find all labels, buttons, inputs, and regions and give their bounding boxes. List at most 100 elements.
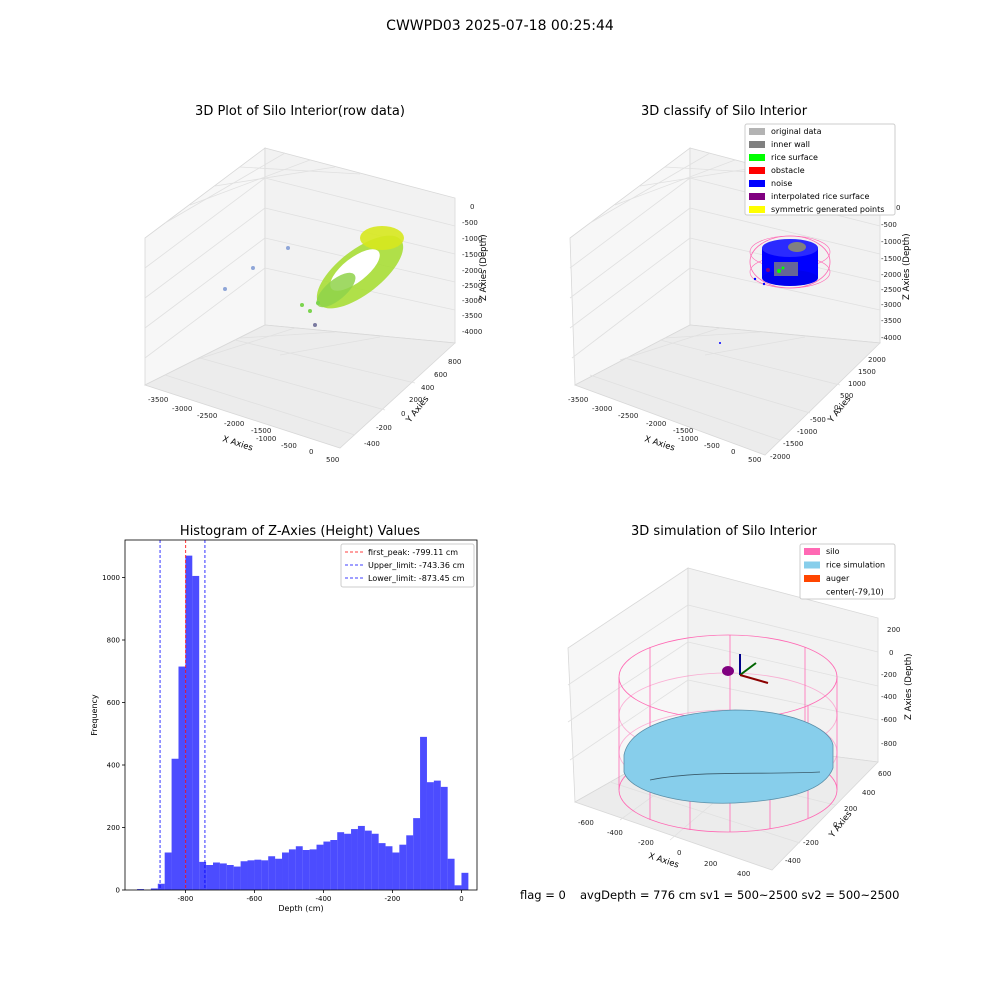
- cls-xtick: 500: [748, 456, 761, 464]
- histogram-ytick-label: 200: [107, 824, 120, 832]
- histogram-ytick-label: 800: [107, 637, 120, 645]
- cls-ytick: 1500: [858, 368, 876, 376]
- histogram-bar: [378, 843, 386, 890]
- raw-xlabel: X Axies: [221, 434, 254, 453]
- classify-legend-label: symmetric generated points: [771, 205, 884, 214]
- histogram-bar: [254, 859, 262, 890]
- raw-xtick: 0: [309, 448, 313, 456]
- histogram-bar: [282, 852, 289, 890]
- sim-ytick: -200: [803, 839, 819, 847]
- histogram-bar: [213, 862, 220, 890]
- simulation-legend: [799, 543, 896, 600]
- cls-ytick: 1000: [848, 380, 866, 388]
- raw-3d-plot: -3500 -3000 -2500 -2000 -1500 -1000 -500…: [143, 147, 489, 464]
- histogram-bar: [233, 866, 241, 890]
- histogram-bar: [240, 861, 248, 890]
- histogram-legend-label: Lower_limit: -873.45 cm: [368, 574, 465, 583]
- histogram-bar: [392, 852, 400, 890]
- raw-ztick: -2000: [462, 267, 482, 275]
- histogram-bar: [420, 736, 427, 890]
- cls-xtick: 0: [731, 448, 735, 456]
- sim-xtick: -600: [578, 819, 594, 827]
- histogram-title: Histogram of Z-Axies (Height) Values: [179, 524, 421, 539]
- histogram-bar: [157, 883, 165, 890]
- sim-xtick: -400: [607, 829, 623, 837]
- classify-legend-swatch: [749, 193, 765, 200]
- histogram-bar: [178, 666, 186, 890]
- sim-xtick: 0: [677, 849, 681, 857]
- histogram-bar: [247, 860, 255, 890]
- histogram-ylabel: Frequency: [90, 694, 99, 736]
- histogram-bar: [295, 846, 303, 890]
- classify-legend-label: obstacle: [771, 166, 805, 175]
- histogram-xtick-label: 0: [459, 895, 463, 903]
- histogram-bar: [440, 786, 448, 890]
- classify-legend-swatch: [749, 167, 765, 174]
- histogram-xtick-label: -200: [385, 895, 401, 903]
- cls-ytick: 2000: [868, 356, 886, 364]
- classify-legend: [744, 123, 896, 216]
- rice-simulation-surface: [623, 709, 834, 804]
- raw-xtick: -500: [281, 442, 297, 450]
- histogram-bar: [199, 861, 207, 890]
- histogram-bar: [323, 841, 331, 890]
- classify-legend-swatch: [749, 206, 765, 213]
- sim-ytick: -400: [785, 857, 801, 865]
- histogram-bar: [447, 858, 455, 890]
- classify-legend-swatch: [749, 128, 765, 135]
- histogram-bar: [330, 840, 338, 890]
- classify-legend-swatch: [749, 180, 765, 187]
- simulation-legend-swatch: [804, 575, 820, 582]
- raw-xtick: -2500: [197, 412, 217, 420]
- simulation-legend-label: rice simulation: [826, 561, 885, 570]
- raw-ztick: -1500: [462, 251, 482, 259]
- sim-ztick: -200: [881, 671, 897, 679]
- raw-zlabel: Z Axies (Depth): [479, 234, 489, 301]
- cls-xtick: -3000: [592, 405, 612, 413]
- histogram-xtick-label: -800: [177, 895, 193, 903]
- cls-ztick: -2000: [881, 271, 901, 279]
- histogram-chart: -800 -600 -400 -200 0 0 200 400 600 800 1000 Depth…: [90, 539, 478, 913]
- histogram-bar: [385, 846, 393, 890]
- sim-ylabel: Y Axies: [827, 809, 855, 841]
- cls-ztick: -3500: [881, 317, 901, 325]
- histogram-bar: [337, 832, 345, 890]
- histogram-bar: [206, 865, 213, 890]
- histogram-bar: [261, 860, 269, 890]
- cls-xtick: -3500: [568, 396, 588, 404]
- sim-ytick: 400: [862, 789, 875, 797]
- simulation-legend-label: center(-79,10): [826, 588, 884, 597]
- histogram-bar: [275, 858, 283, 890]
- sim-ztick: -800: [881, 740, 897, 748]
- simulation-plot-title: 3D simulation of Silo Interior: [631, 524, 817, 539]
- classify-legend-swatch: [749, 141, 765, 148]
- sim-ytick: 0: [833, 821, 837, 829]
- raw-ztick: -4000: [462, 328, 482, 336]
- histogram-bar: [399, 844, 407, 890]
- histogram-bar: [357, 825, 365, 890]
- histogram-legend-label: Upper_limit: -743.36 cm: [368, 561, 465, 570]
- histogram-bar: [316, 844, 324, 890]
- histogram-bar: [309, 849, 317, 890]
- sim-zlabel: Z Axies (Depth): [904, 653, 914, 720]
- histogram-bar: [454, 885, 462, 890]
- cls-ztick: -3000: [881, 301, 901, 309]
- flag-text: flag = 0: [520, 888, 566, 902]
- cls-ytick: -500: [810, 416, 826, 424]
- histogram-bar: [288, 849, 296, 890]
- sim-ztick: 0: [889, 649, 893, 657]
- classify-legend-label: rice surface: [771, 153, 818, 162]
- cls-ztick: 0: [896, 204, 900, 212]
- cls-xtick: -2000: [646, 420, 666, 428]
- cls-ytick: 500: [840, 392, 853, 400]
- auger-marker: [722, 654, 769, 684]
- histogram-bar: [150, 888, 158, 890]
- histogram-ytick-label: 1000: [102, 574, 120, 582]
- sim-xtick: 200: [704, 860, 717, 868]
- histogram-bar: [137, 889, 144, 890]
- raw-xtick: 500: [326, 456, 339, 464]
- histogram-ytick-label: 400: [107, 762, 120, 770]
- classify-legend-label: original data: [771, 127, 822, 136]
- histogram-bar: [413, 818, 421, 890]
- cls-ztick: -1000: [881, 238, 901, 246]
